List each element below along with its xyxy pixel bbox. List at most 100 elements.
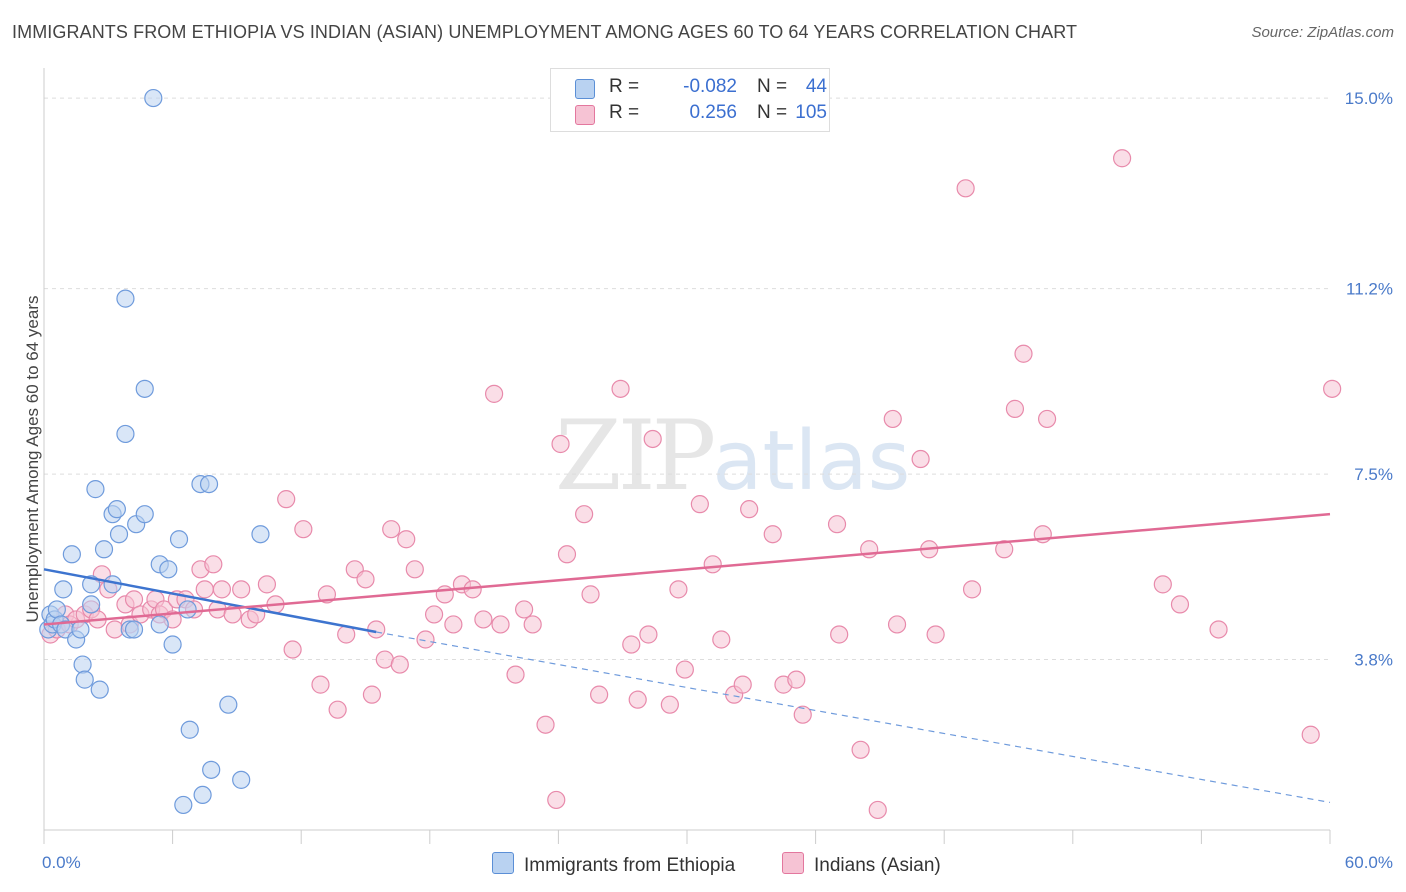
y-tick-label: 15.0% — [1345, 89, 1393, 108]
indian-point — [523, 615, 542, 634]
indian-point — [277, 490, 296, 509]
ethiopia-point — [107, 500, 126, 519]
legend-r-label: R = — [609, 102, 640, 123]
legend-r-label: R = — [609, 76, 640, 97]
ethiopia-trend-extension — [376, 631, 1331, 804]
indian-point — [887, 615, 907, 634]
series-swatch-blue — [492, 852, 514, 874]
indian-point — [212, 580, 231, 599]
x-tick-label-start: 0.0% — [42, 853, 81, 872]
indian-point — [551, 434, 570, 454]
watermark: ZIPatlas — [555, 400, 910, 512]
indian-point — [639, 625, 658, 644]
y-tick-label: 11.2% — [1346, 280, 1393, 299]
legend-r-value: 0.256 — [689, 102, 737, 123]
indian-point — [669, 580, 688, 599]
indian-point — [257, 575, 277, 594]
indian-point — [375, 650, 394, 669]
indian-point — [740, 500, 759, 519]
indian-point — [294, 520, 313, 539]
legend-swatch-pink — [575, 105, 595, 125]
indian-point — [283, 640, 302, 659]
indian-point — [926, 625, 945, 644]
indian-point — [491, 615, 510, 634]
indian-point — [868, 800, 887, 820]
ethiopia-trend-line — [43, 568, 377, 634]
series-label-indians: Indians (Asian) — [814, 855, 941, 876]
ethiopia-point — [116, 424, 135, 444]
indian-point — [827, 515, 847, 534]
ethiopia-point — [232, 770, 251, 789]
indian-trend-line — [43, 512, 1331, 626]
indian-point — [397, 530, 416, 549]
ethiopia-point — [47, 600, 66, 619]
indian-point — [1209, 620, 1228, 639]
y-tick-label: 7.5% — [1354, 465, 1393, 484]
series-legend-ethiopia: Immigrants from Ethiopia — [492, 852, 735, 877]
ethiopia-point — [219, 695, 238, 714]
ethiopia-point — [54, 580, 73, 599]
indian-point — [506, 665, 525, 684]
indian-point — [405, 560, 424, 579]
y-axis-label: Unemployment Among Ages 60 to 64 years — [23, 296, 42, 623]
indian-point — [1153, 575, 1172, 594]
series-label-ethiopia: Immigrants from Ethiopia — [524, 855, 736, 876]
ethiopia-point — [71, 620, 90, 639]
indian-point — [911, 449, 930, 469]
source-label: Source: ZipAtlas.com — [1251, 24, 1394, 41]
y-tick-label: 3.8% — [1354, 651, 1393, 670]
indian-point — [1014, 344, 1033, 363]
indian-point — [1323, 379, 1342, 398]
indian-point — [830, 625, 849, 644]
ethiopia-point — [109, 525, 129, 544]
indian-point — [690, 495, 709, 514]
ethiopia-point — [180, 720, 199, 739]
x-tick-label-end: 60.0% — [1345, 853, 1393, 872]
ethiopia-point — [62, 545, 81, 564]
ethiopia-point — [73, 655, 92, 674]
legend-swatch-blue — [575, 79, 595, 99]
indian-point — [536, 715, 555, 734]
indian-point — [204, 555, 223, 574]
indian-point — [311, 675, 330, 694]
ethiopia-point — [75, 670, 94, 689]
ethiopia-point — [124, 620, 144, 639]
indian-point — [763, 525, 782, 544]
indian-point — [328, 700, 347, 719]
indian-point — [474, 610, 493, 629]
indian-point — [675, 660, 694, 679]
ethiopia-point — [159, 560, 178, 579]
ethiopia-point — [135, 379, 154, 398]
indian-point — [643, 429, 662, 449]
indian-point — [581, 585, 600, 604]
indian-point — [883, 409, 902, 429]
indian-point — [367, 620, 386, 639]
indian-point — [787, 670, 806, 689]
indian-point — [712, 630, 731, 649]
ethiopia-point — [116, 289, 135, 308]
indian-point — [660, 695, 679, 714]
indian-point — [547, 790, 566, 810]
indian-point — [424, 605, 444, 624]
chart-title: IMMIGRANTS FROM ETHIOPIA VS INDIAN (ASIA… — [12, 22, 1078, 42]
indian-point — [628, 690, 647, 709]
indian-point — [356, 570, 375, 589]
indian-point — [956, 179, 975, 198]
indian-point — [575, 505, 594, 524]
legend-n-label: N = — [757, 102, 788, 123]
indian-point — [232, 580, 251, 599]
data-points — [39, 88, 1342, 820]
ethiopia-point — [202, 760, 221, 779]
indian-point — [851, 740, 870, 759]
indian-point — [611, 379, 630, 398]
watermark-zip: ZIP — [555, 400, 716, 512]
indian-point — [557, 545, 577, 564]
indian-point — [1112, 149, 1132, 168]
series-swatch-pink — [782, 852, 804, 874]
legend-n-label: N = — [757, 76, 788, 97]
ethiopia-point — [135, 505, 154, 524]
indian-point — [1037, 409, 1057, 429]
indian-point — [195, 580, 214, 599]
indian-point — [703, 555, 722, 574]
axes — [43, 68, 1331, 844]
